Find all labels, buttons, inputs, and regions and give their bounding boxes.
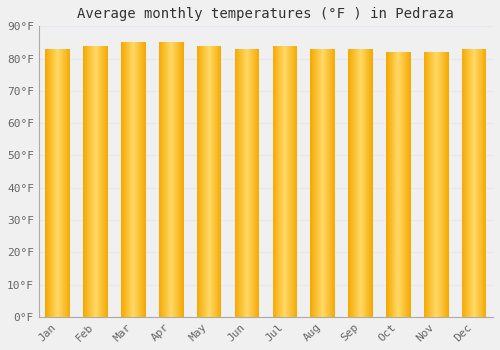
Title: Average monthly temperatures (°F ) in Pedraza: Average monthly temperatures (°F ) in Pe… [78,7,454,21]
